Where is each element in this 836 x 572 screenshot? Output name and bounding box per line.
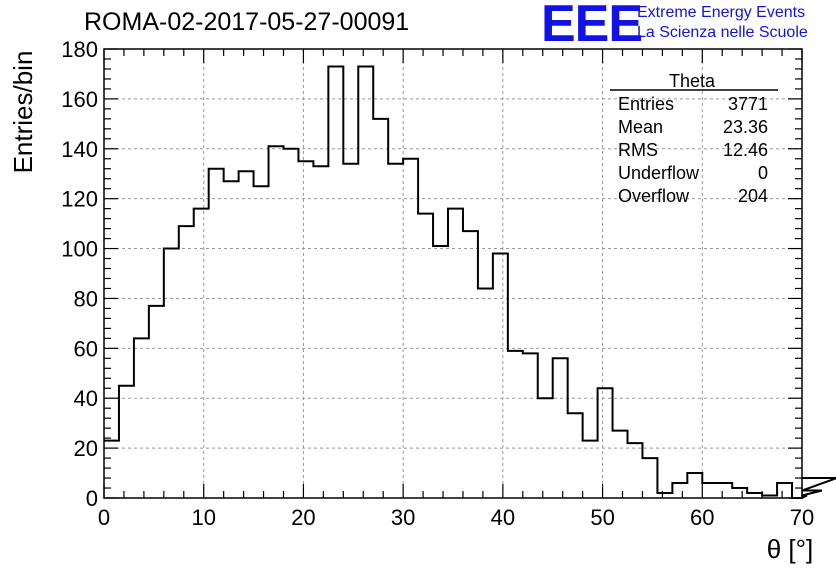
histogram-bin bbox=[104, 441, 119, 498]
histogram-bin bbox=[463, 231, 478, 498]
histogram-bin bbox=[119, 386, 134, 498]
stats-row-value: 0 bbox=[758, 163, 768, 183]
histogram-bin bbox=[358, 66, 373, 498]
histogram-bin bbox=[687, 473, 702, 498]
histogram-bin bbox=[613, 431, 628, 498]
y-tick-label: 20 bbox=[74, 436, 98, 461]
stats-row-label: Entries bbox=[618, 94, 674, 114]
histogram-bin bbox=[328, 66, 343, 498]
y-axis-label: Entries/bin bbox=[8, 51, 38, 174]
stats-box: Theta Entries 3771 Mean 23.36 RMS 12.46 Underf… bbox=[610, 71, 778, 206]
histogram-bin bbox=[672, 483, 687, 498]
stats-row-label: Underflow bbox=[618, 163, 700, 183]
x-tick-label: 30 bbox=[391, 505, 415, 530]
y-tick-label: 60 bbox=[74, 336, 98, 361]
histogram-bin bbox=[254, 186, 269, 498]
histogram-bin bbox=[194, 209, 209, 498]
histogram-bin bbox=[239, 171, 254, 498]
stats-row-label: Mean bbox=[618, 117, 663, 137]
stats-row-label: Overflow bbox=[618, 186, 690, 206]
histogram-bin bbox=[702, 483, 717, 498]
plot-frame bbox=[103, 48, 803, 499]
chart-title: ROMA-02-2017-05-27-00091 bbox=[84, 8, 410, 36]
histogram-bin bbox=[717, 483, 732, 498]
brand-line-2: La Scienza nelle Scuole bbox=[637, 24, 808, 41]
histogram-bin bbox=[283, 149, 298, 498]
brand-line-1: Extreme Energy Events bbox=[637, 4, 806, 21]
x-tick-label: 20 bbox=[291, 505, 315, 530]
x-tick-label: 40 bbox=[491, 505, 515, 530]
histogram-bin bbox=[642, 458, 657, 498]
stats-row-value: 23.36 bbox=[723, 117, 768, 137]
histogram-bin bbox=[598, 388, 613, 498]
stats-box-title: Theta bbox=[669, 71, 716, 91]
y-tick-label: 0 bbox=[86, 486, 98, 511]
histogram-line bbox=[104, 65, 836, 499]
y-tick-label: 140 bbox=[61, 137, 98, 162]
x-tick-label: 50 bbox=[590, 505, 614, 530]
y-tick-label: 100 bbox=[61, 237, 98, 262]
histogram-bin bbox=[134, 338, 149, 498]
stats-row-value: 204 bbox=[738, 186, 768, 206]
y-tick-label: 160 bbox=[61, 87, 98, 112]
histogram-bin bbox=[777, 483, 792, 498]
x-tick-label: 10 bbox=[191, 505, 215, 530]
histogram-bin bbox=[433, 246, 448, 498]
x-tick-label: 60 bbox=[690, 505, 714, 530]
stats-row-label: RMS bbox=[618, 140, 658, 160]
stats-row-value: 12.46 bbox=[723, 140, 768, 160]
x-tick-label: 0 bbox=[98, 505, 110, 530]
histogram-bin bbox=[508, 351, 523, 498]
histogram-bin bbox=[164, 249, 179, 498]
y-tick-label: 180 bbox=[61, 37, 98, 62]
histogram-bin bbox=[583, 441, 598, 498]
histogram-bin bbox=[523, 353, 538, 498]
x-axis-label: θ [°] bbox=[767, 534, 814, 564]
histogram-bin bbox=[493, 254, 508, 498]
grid bbox=[104, 49, 802, 498]
stats-row-value: 3771 bbox=[728, 94, 768, 114]
axis-ticks bbox=[103, 48, 803, 499]
histogram-bin bbox=[732, 488, 747, 498]
histogram-bin bbox=[149, 306, 164, 498]
histogram-bin bbox=[628, 443, 643, 498]
eee-logo: EEE bbox=[541, 0, 643, 53]
y-tick-label: 40 bbox=[74, 386, 98, 411]
histogram-series bbox=[104, 65, 836, 499]
histogram-bin bbox=[209, 169, 224, 498]
histogram-bin bbox=[478, 288, 493, 498]
x-tick-label: 70 bbox=[790, 505, 814, 530]
histogram-bin bbox=[373, 119, 388, 498]
histogram-bin bbox=[418, 214, 433, 498]
histogram-bin bbox=[568, 413, 583, 498]
histogram-bin bbox=[403, 159, 418, 498]
histogram-bin bbox=[179, 226, 194, 498]
histogram-bin bbox=[448, 209, 463, 498]
histogram-bin bbox=[269, 146, 284, 498]
histogram-bin bbox=[553, 358, 568, 498]
y-tick-label: 120 bbox=[61, 187, 98, 212]
histogram-bin bbox=[298, 161, 313, 498]
histogram-bin bbox=[224, 181, 239, 498]
y-tick-label: 80 bbox=[74, 286, 98, 311]
